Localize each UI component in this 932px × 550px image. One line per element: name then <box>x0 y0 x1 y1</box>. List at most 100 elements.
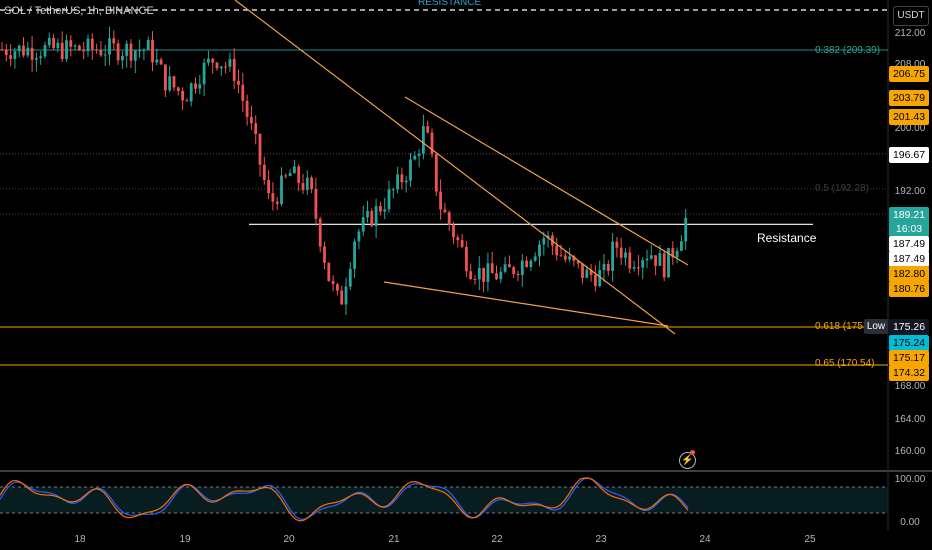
candle-body <box>26 47 30 56</box>
price-tick-label: 208.00 <box>895 59 926 70</box>
candle-body <box>357 231 361 242</box>
candle-body <box>327 262 331 281</box>
candle-body <box>568 256 571 260</box>
price-tick-label: 164.00 <box>895 414 926 425</box>
candle-body <box>108 38 111 55</box>
candle-body <box>331 280 335 285</box>
candle-body <box>671 248 675 258</box>
candle-body <box>146 39 150 50</box>
candle-body <box>520 260 524 276</box>
candle-body <box>142 49 146 51</box>
alert-icon[interactable]: ⚡ <box>679 452 696 469</box>
candle-body <box>348 268 352 287</box>
candle-body <box>121 55 124 61</box>
candle-body <box>305 177 309 191</box>
price-badge: 182.80 <box>889 266 929 282</box>
candle-body <box>125 43 129 56</box>
candle-body <box>533 256 537 261</box>
fib-05-label: 0.5 (192.28) <box>815 183 869 194</box>
usdt-button[interactable]: USDT <box>893 6 929 26</box>
candle-body <box>417 153 421 156</box>
candle-body <box>469 271 473 279</box>
candle-body <box>47 37 51 46</box>
candle-body <box>56 42 60 49</box>
candle-body <box>594 274 597 287</box>
candle-body <box>361 217 365 232</box>
candle-body <box>512 267 516 274</box>
candle-body <box>129 43 133 61</box>
candle-body <box>90 38 94 50</box>
candle-body <box>344 286 348 305</box>
candle-body <box>516 273 520 276</box>
price-tick-label: 200.00 <box>895 123 926 134</box>
price-badge: 175.17 <box>889 350 929 366</box>
candle-body <box>271 193 275 202</box>
candle-body <box>30 47 34 60</box>
candle-body <box>563 255 567 260</box>
candle-body <box>637 267 640 269</box>
time-label: 23 <box>595 534 607 545</box>
candle-body <box>439 191 442 210</box>
time-label: 18 <box>74 534 86 545</box>
candle-body <box>232 59 236 81</box>
candle-body <box>241 84 245 101</box>
candle-body <box>39 56 43 59</box>
candle-body <box>396 174 399 190</box>
candle-body <box>447 212 451 225</box>
candle-body <box>611 241 614 271</box>
candle-body <box>680 241 683 251</box>
symbol-title: SOL / TetherUS, 1h, BINANCE <box>4 5 154 17</box>
candle-body <box>482 267 485 282</box>
candle-body <box>606 263 610 271</box>
candle-body <box>275 201 279 205</box>
candle-body <box>654 255 657 266</box>
candle-body <box>585 269 589 278</box>
candle-body <box>267 179 270 194</box>
candle-body <box>628 252 632 269</box>
candle-body <box>353 241 356 269</box>
candle-body <box>13 51 17 60</box>
time-label: 22 <box>491 534 503 545</box>
candle-body <box>219 66 223 69</box>
price-badge: 174.32 <box>889 365 929 381</box>
candle-body <box>164 64 167 91</box>
candle-body <box>452 224 455 238</box>
candle-body <box>202 62 206 85</box>
price-badge: 189.21 <box>889 207 929 223</box>
candle-body <box>99 50 103 56</box>
candle-body <box>323 246 326 263</box>
candle-body <box>525 260 528 267</box>
candle-body <box>538 244 541 257</box>
candle-body <box>542 238 546 245</box>
candle-body <box>185 100 189 102</box>
candle-body <box>22 45 25 56</box>
candle-body <box>589 269 593 275</box>
price-badge: 175.24 <box>889 335 929 351</box>
trendline-1 <box>234 0 676 335</box>
candle-body <box>35 58 38 60</box>
candle-body <box>615 241 619 248</box>
candle-body <box>379 206 382 212</box>
candle-body <box>0 49 4 51</box>
price-badge: 175.26 <box>889 319 929 335</box>
time-label: 24 <box>699 534 711 545</box>
resistance-label: Resistance <box>757 231 817 245</box>
price-badge: 206.75 <box>889 66 929 82</box>
candle-body <box>632 267 636 269</box>
price-badge: 201.43 <box>889 109 929 125</box>
osc-tick-label: 100.00 <box>895 474 926 485</box>
candle-body <box>262 164 266 180</box>
trendline-2 <box>404 96 689 266</box>
candle-body <box>181 90 184 101</box>
candle-body <box>52 37 55 49</box>
fib-0382-label: 0.382 (209.39) <box>815 45 881 56</box>
stoch-k-line <box>0 477 689 520</box>
resistance-top-label: RESISTANCE <box>418 0 482 8</box>
candle-body <box>370 210 374 226</box>
candle-body <box>460 240 464 247</box>
time-label: 20 <box>283 534 295 545</box>
candle-body <box>559 255 563 257</box>
price-badge: 187.49 <box>889 251 929 267</box>
price-tick-label: 212.00 <box>895 28 926 39</box>
